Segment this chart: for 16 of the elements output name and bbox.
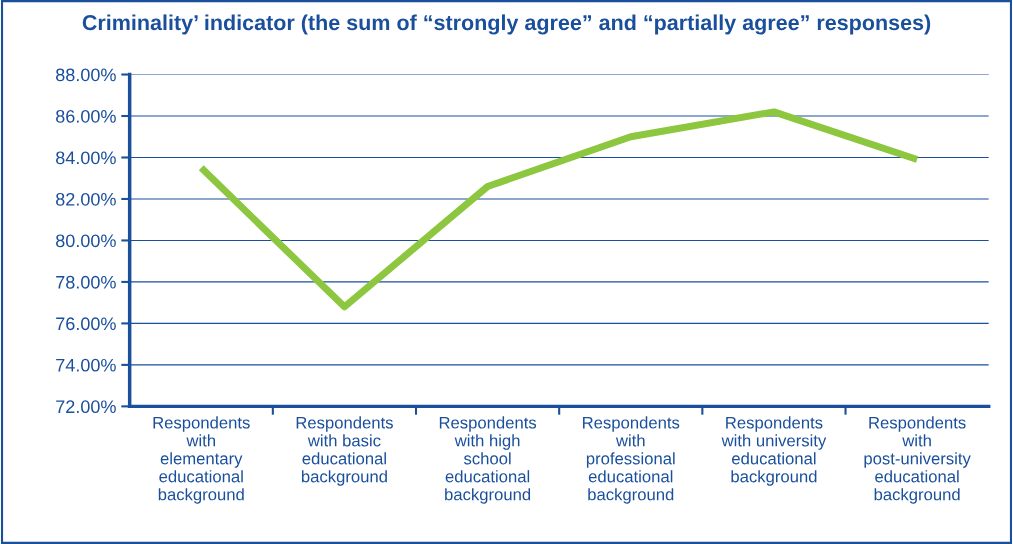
y-tick-label: 78.00% — [56, 275, 116, 289]
x-tick-label: Respondents with university educational background — [721, 416, 827, 486]
y-tick-label: 84.00% — [56, 151, 116, 165]
y-tick-label: 88.00% — [56, 68, 116, 82]
chart-title: Criminality’ indicator (the sum of “strongly agree” and “partially agree” responses) — [82, 14, 931, 35]
x-tick-label: Respondents with high school educational background — [439, 416, 537, 504]
y-tick-label: 74.00% — [56, 358, 116, 372]
x-tick-label: Respondents with post-university educational background — [864, 416, 971, 504]
y-tick-label: 72.00% — [56, 400, 116, 414]
y-tick-label: 80.00% — [56, 234, 116, 248]
y-tick-label: 76.00% — [56, 317, 116, 331]
y-tick-label: 82.00% — [56, 192, 116, 206]
x-tick-label: Respondents with basic educational background — [296, 416, 393, 486]
y-tick-label: 86.00% — [56, 109, 116, 123]
x-tick-label: Respondents with elementary educational background — [153, 416, 250, 504]
x-tick-label: Respondents with professional educational background — [583, 416, 680, 504]
